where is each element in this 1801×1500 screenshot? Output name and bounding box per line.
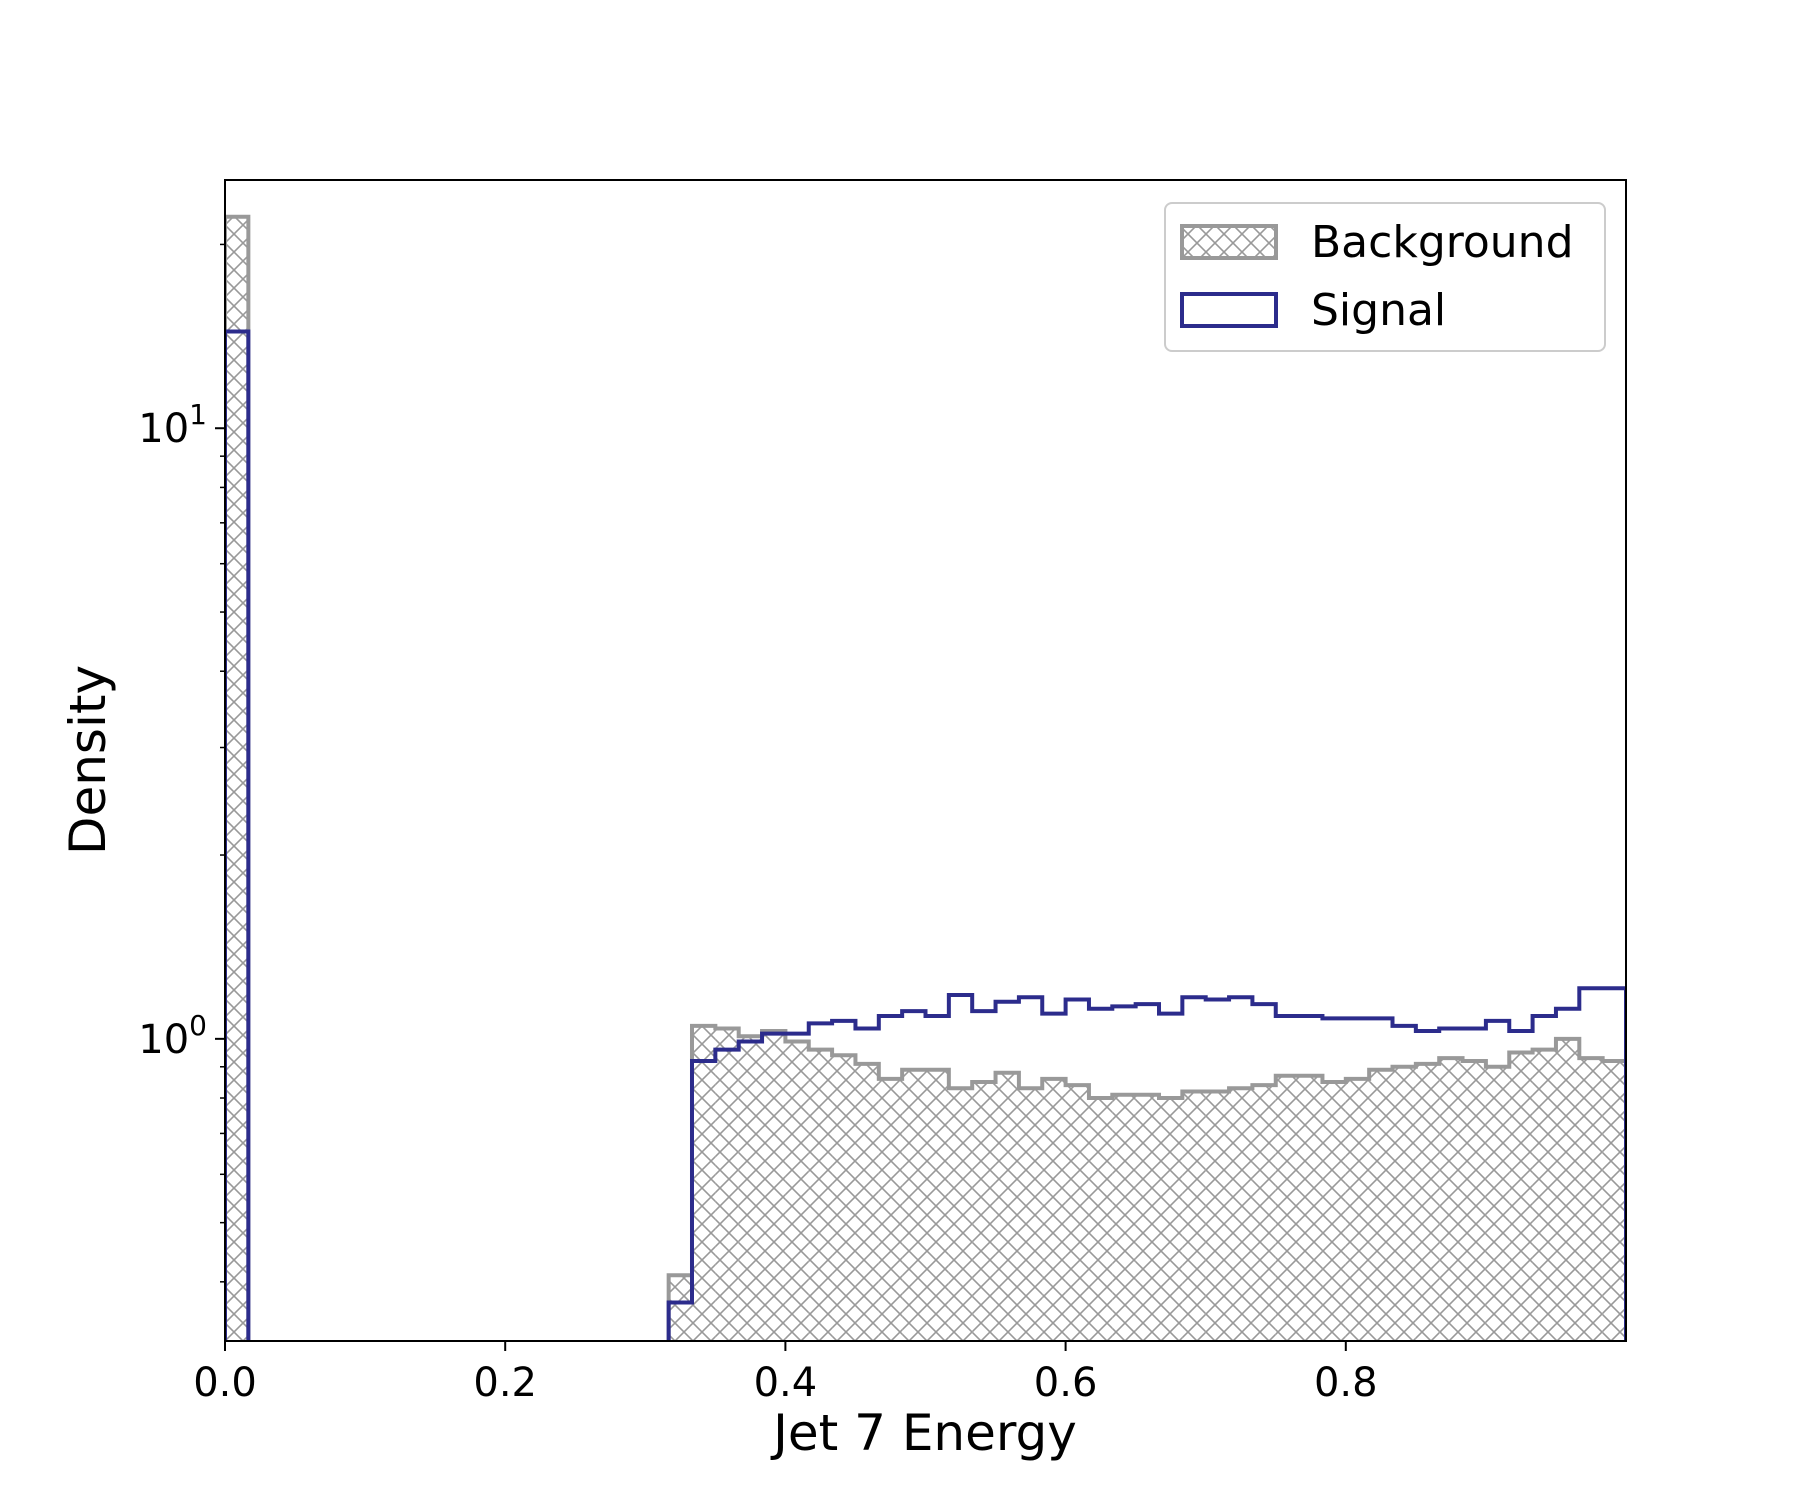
background-bar (1509, 1052, 1533, 1341)
legend: Background Signal (1164, 202, 1606, 352)
legend-label-signal: Signal (1311, 285, 1446, 336)
background-bar (878, 1078, 903, 1341)
background-bar (1415, 1063, 1440, 1341)
plot-frame (224, 179, 1627, 1342)
background-bar (785, 1041, 809, 1341)
background-bar (1579, 1058, 1603, 1341)
y-tick-label: 101 (138, 398, 207, 452)
background-bar (1369, 1069, 1393, 1341)
background-bar (1135, 1094, 1160, 1341)
background-bar (1159, 1098, 1183, 1341)
background-bar (1345, 1078, 1370, 1341)
background-bar (1322, 1081, 1346, 1341)
histogram-bars (225, 214, 1626, 1341)
background-bar (225, 216, 249, 1341)
background-bar (1182, 1091, 1206, 1341)
background-bar (691, 1025, 716, 1341)
background-bar (668, 1275, 692, 1341)
background-bar (1602, 1060, 1626, 1341)
background-bar (808, 1049, 833, 1341)
background-bar (948, 1088, 973, 1341)
background-bar (995, 1072, 1019, 1341)
background-bar (855, 1063, 879, 1341)
legend-label-background: Background (1311, 217, 1574, 268)
y-axis-ticks: 100 101 (138, 243, 225, 1283)
x-tick-label: 0.6 (1034, 1360, 1098, 1406)
background-bar (715, 1028, 739, 1341)
background-bar (1555, 1038, 1580, 1341)
background-bar (902, 1069, 926, 1341)
background-bar (1299, 1075, 1323, 1341)
legend-swatch-background (1180, 224, 1278, 260)
background-bar (738, 1036, 763, 1341)
background-bar (1042, 1078, 1066, 1341)
x-tick-label: 0.8 (1314, 1360, 1378, 1406)
background-bar (972, 1081, 996, 1341)
legend-swatch-signal (1180, 292, 1278, 328)
y-axis-label: Density (59, 665, 117, 855)
background-bar (925, 1069, 949, 1341)
background-bar (1485, 1066, 1510, 1341)
background-bar (1229, 1088, 1253, 1341)
background-bar (1065, 1085, 1089, 1341)
x-axis-ticks: 0.0 0.2 0.4 0.6 0.8 (193, 1341, 1378, 1406)
x-tick-label: 0.4 (754, 1360, 818, 1406)
background-bar (1088, 1098, 1113, 1341)
y-tick-label: 100 (138, 1009, 207, 1063)
background-bar (1439, 1058, 1463, 1341)
background-bar (762, 1031, 786, 1341)
background-bar (1112, 1094, 1136, 1341)
background-bar (832, 1055, 856, 1341)
background-bar (1252, 1085, 1276, 1341)
background-bar (1275, 1075, 1300, 1341)
x-tick-label: 0.0 (193, 1360, 257, 1406)
background-bar (1462, 1060, 1486, 1341)
background-bar (1532, 1049, 1556, 1341)
x-tick-label: 0.2 (473, 1360, 537, 1406)
background-bar (1018, 1088, 1043, 1341)
x-axis-label: Jet 7 Energy (770, 1404, 1077, 1462)
background-bar (1205, 1091, 1230, 1341)
signal-outline (225, 329, 1626, 1341)
background-bar (1392, 1066, 1416, 1341)
